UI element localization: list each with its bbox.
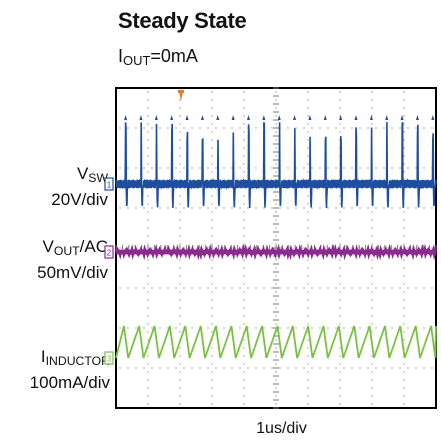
vsw-pulse-tip (139, 115, 143, 120)
channel-number-3: 3 (107, 355, 112, 364)
vsw-trace (115, 122, 437, 209)
trigger-marker (179, 92, 183, 101)
channel-number-1: 1 (107, 181, 112, 190)
vsw-pulse-tip (216, 115, 220, 120)
trigger-marker-bar (178, 90, 184, 93)
vsw-pulse-tip (277, 115, 281, 120)
vsw-scale: 20V/div (51, 190, 108, 210)
vsw-pulse-tip (431, 115, 435, 120)
vsw-label: VSW 20V/div (51, 164, 108, 210)
iinductor-scale: 100mA/div (29, 373, 110, 393)
x-axis-label: 1us/div (256, 420, 307, 437)
chart-subtitle: IOUT=0mA (118, 46, 198, 69)
iinductor-label: IINDUCTOR 100mA/div (29, 347, 110, 393)
vout-trace (114, 243, 437, 261)
channel-number-2: 2 (107, 249, 112, 258)
vsw-pulse-tip (170, 115, 174, 120)
vsw-pulse-tip (185, 115, 189, 120)
vsw-pulse-tip (323, 115, 327, 120)
vsw-pulse-tip (231, 115, 235, 120)
vsw-pulse-tip (415, 115, 419, 120)
vout-scale: 50mV/div (37, 263, 108, 283)
iinductor-trace (115, 325, 437, 359)
vsw-pulse-tip (400, 115, 404, 120)
vsw-pulse-tip (339, 115, 343, 120)
vsw-pulse-tip (200, 115, 204, 120)
vsw-pulse-tip (154, 115, 158, 120)
vout-label: VOUT/AC 50mV/div (37, 237, 108, 283)
chart-title: Steady State (118, 8, 247, 33)
vsw-pulse-tip (308, 115, 312, 120)
vsw-pulse-tip (246, 115, 250, 120)
vsw-pulse-tip (369, 115, 373, 120)
vsw-pulse-tip (124, 115, 128, 120)
vsw-pulse-tip (385, 115, 389, 120)
channel-marker-1 (104, 177, 114, 191)
vsw-pulse-tip (354, 115, 358, 120)
vsw-pulse-tip (262, 115, 266, 120)
channel-marker-3 (104, 351, 114, 365)
channel-marker-2 (104, 245, 114, 259)
vsw-pulse-tip (293, 115, 297, 120)
